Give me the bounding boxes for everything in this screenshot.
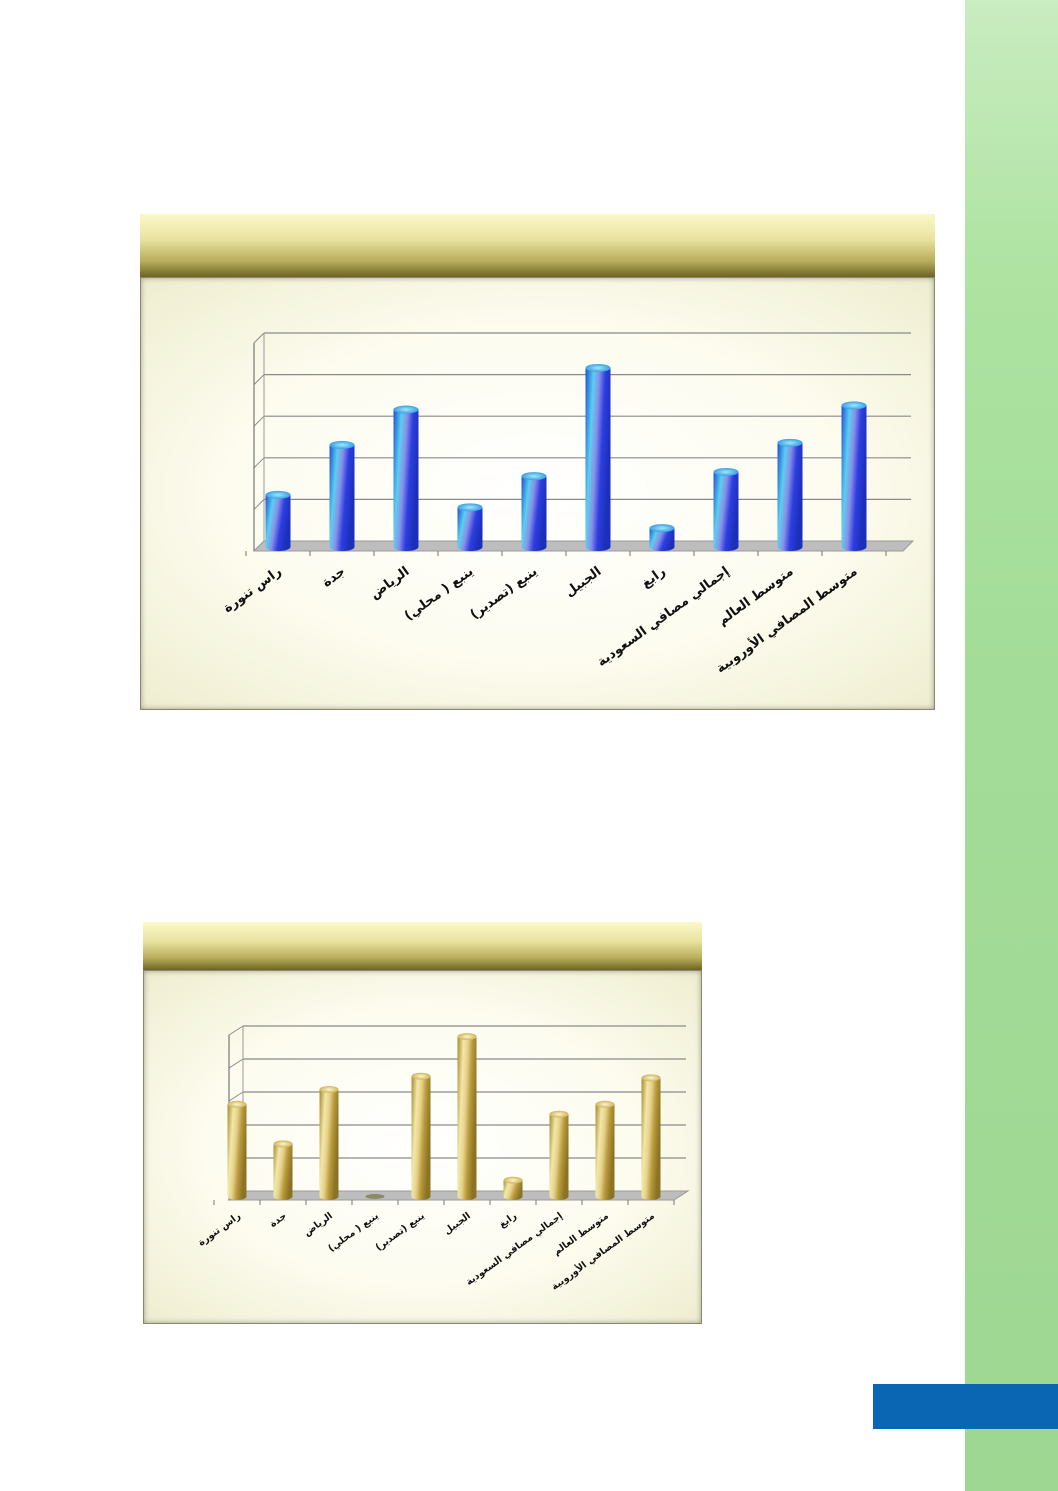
x-tick-label: ينبع ( محلي) (402, 564, 476, 624)
bar (713, 467, 739, 551)
chart-1-header-bar (140, 214, 935, 277)
bar (329, 440, 355, 551)
bar-body (457, 1036, 477, 1200)
x-tick-label: ينبع ( محلي) (326, 1211, 380, 1255)
x-tick-label: راس تنورة (221, 564, 285, 616)
bar-body (549, 1114, 569, 1200)
x-tick-label: جدة (268, 1211, 289, 1230)
bar (393, 405, 419, 551)
bar (457, 1033, 477, 1200)
grid-diag (253, 415, 265, 427)
bar (273, 1140, 293, 1200)
bar-body (265, 494, 291, 551)
grid-diag (253, 374, 265, 385)
bar-top (227, 1100, 247, 1108)
bar-top (393, 405, 419, 414)
bar-top (595, 1100, 615, 1108)
x-tick-label: ينبع (تصدير) (468, 564, 541, 623)
bar-top (265, 490, 291, 499)
x-tick-label: إجمالي مصافي السعودية (595, 564, 733, 670)
bar-body (227, 1104, 247, 1200)
bar-top (649, 524, 675, 533)
bar-top (319, 1085, 339, 1093)
x-tick-label: جدة (320, 564, 349, 591)
chart-1: راس تنورة جدة الرياض ينبع ( محلي) ينبع (تصدي… (140, 214, 935, 710)
bar-body (319, 1089, 339, 1200)
grid-diag (253, 457, 265, 469)
bar-top (503, 1176, 523, 1184)
bar (649, 524, 675, 551)
bar-top (713, 467, 739, 476)
bar-body (329, 444, 355, 551)
bar-top (641, 1074, 661, 1082)
chart-1-plot-panel: راس تنورة جدة الرياض ينبع ( محلي) ينبع (تصدي… (140, 277, 935, 710)
chart-2-header-bar (143, 922, 702, 970)
bar-body (777, 442, 803, 551)
x-tick-label: الجبيل (442, 1211, 473, 1237)
bar-body (273, 1143, 293, 1200)
bar-body (411, 1076, 431, 1200)
bar (841, 401, 867, 551)
bar-top (329, 440, 355, 449)
x-tick-label: الرياض (367, 564, 412, 602)
decorative-sidebar (965, 0, 1058, 1491)
bar (521, 472, 547, 551)
bar-top (841, 401, 867, 410)
bar (319, 1085, 339, 1200)
bar-body (641, 1077, 661, 1200)
bar (411, 1072, 431, 1200)
chart-floor (252, 540, 915, 552)
bar (503, 1176, 523, 1200)
bar-body (649, 528, 675, 551)
bar-top (365, 1194, 385, 1199)
grid-diag (253, 499, 265, 510)
bar (457, 503, 483, 551)
bar-body (713, 471, 739, 551)
x-tick-label: رابغ (639, 564, 669, 591)
bar-body (521, 476, 547, 551)
bar (641, 1074, 661, 1200)
bar (585, 363, 611, 551)
bar (777, 438, 803, 551)
page-tab-marker (873, 1384, 1058, 1429)
bar-top (411, 1072, 431, 1080)
bar (595, 1100, 615, 1200)
bar-body (393, 409, 419, 551)
grid-diag (228, 1091, 244, 1102)
chart-2: راس تنورة جدة الرياض ينبع ( محلي) ينبع (تصدي… (143, 922, 702, 1324)
bar-body (841, 405, 867, 551)
grid-diag (228, 1025, 244, 1036)
bar (549, 1110, 569, 1200)
bar-top (273, 1140, 293, 1148)
bar-body (503, 1180, 523, 1200)
bar (265, 490, 291, 551)
bar-top (457, 1033, 477, 1041)
x-tick-label: ينبع (تصدير) (374, 1211, 427, 1254)
grid-diag (253, 332, 265, 344)
bar (365, 1194, 385, 1199)
x-tick-label: الجبيل (562, 564, 604, 600)
bar-top (585, 363, 611, 372)
chart-2-plot-panel: راس تنورة جدة الرياض ينبع ( محلي) ينبع (تصدي… (143, 970, 702, 1324)
bar-body (595, 1104, 615, 1200)
grid-diag (228, 1058, 244, 1069)
bar-top (777, 438, 803, 447)
x-tick-label: الرياض (302, 1211, 335, 1239)
bar-top (521, 472, 547, 481)
bar-body (457, 507, 483, 551)
bar (227, 1100, 247, 1200)
bar-top (457, 503, 483, 512)
x-tick-label: رابغ (497, 1211, 519, 1231)
x-tick-label: راس تنورة (196, 1211, 243, 1249)
bar-top (549, 1110, 569, 1118)
bar-body (585, 367, 611, 551)
